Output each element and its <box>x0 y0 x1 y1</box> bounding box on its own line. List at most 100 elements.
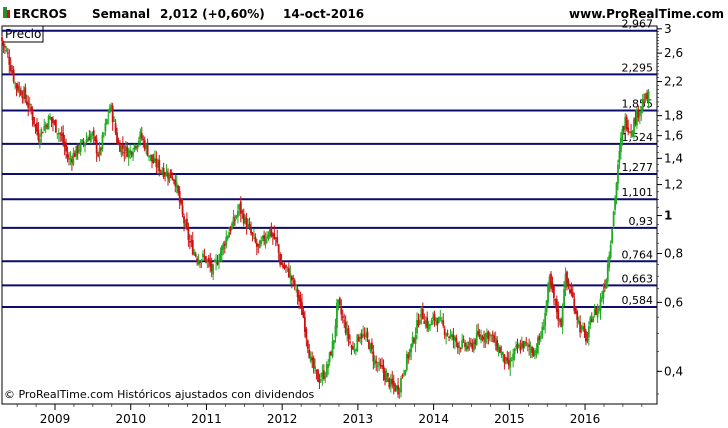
level-label-4: 1,277 <box>622 161 654 174</box>
candle-body-426 <box>621 129 624 142</box>
candle-body-346 <box>504 357 507 364</box>
candle-body-222 <box>324 376 327 379</box>
candle-body-352 <box>513 348 516 355</box>
candle-body-309 <box>451 334 453 337</box>
candle-body-295 <box>430 320 433 326</box>
candle-body-104 <box>152 160 155 163</box>
candle-body-324 <box>472 341 475 351</box>
level-label-1: 2,295 <box>622 61 654 74</box>
candle-body-259 <box>378 361 381 365</box>
candle-body-242 <box>353 349 356 352</box>
candle-body-53 <box>78 150 81 152</box>
candle-body-424 <box>618 151 621 163</box>
candle-body-206 <box>301 302 303 315</box>
candle-body-428 <box>624 116 627 129</box>
candle-body-304 <box>443 328 446 335</box>
candle-body-71 <box>104 123 107 132</box>
candle-body-63 <box>92 130 95 136</box>
candle-body-251 <box>366 331 369 338</box>
candle-body-331 <box>483 336 485 340</box>
level-label-9: 0,584 <box>622 294 654 307</box>
candle-body-163 <box>238 204 241 210</box>
y-tick-label-2: 2,2 <box>664 75 683 89</box>
candle-body-41 <box>60 133 63 136</box>
candle-body-423 <box>617 164 619 184</box>
candle-body-283 <box>413 338 416 343</box>
candle-body-138 <box>202 253 204 257</box>
candle-body-308 <box>449 334 452 337</box>
candle-body-171 <box>250 228 252 234</box>
candle-body-238 <box>347 328 350 340</box>
candle-body-226 <box>330 351 333 356</box>
candle-body-270 <box>394 384 397 392</box>
candle-body-338 <box>493 335 496 343</box>
y-tick-label-4: 1,6 <box>664 129 683 143</box>
candle-body-126 <box>184 221 187 227</box>
candle-body-254 <box>370 342 373 350</box>
candle-body-51 <box>75 145 78 157</box>
candle-body-348 <box>507 359 510 366</box>
candle-body-151 <box>220 246 223 256</box>
candle-body-64 <box>94 136 97 142</box>
candle-body-264 <box>385 374 388 383</box>
candle-body-321 <box>468 341 471 346</box>
candle-body-8 <box>12 69 15 82</box>
candle-body-413 <box>602 289 605 299</box>
plot-area[interactable] <box>1 25 658 405</box>
candle-body-158 <box>231 223 233 229</box>
candle-body-422 <box>615 182 618 200</box>
candle-body-111 <box>162 168 165 178</box>
date-label: 14-oct-2016 <box>283 7 364 21</box>
candle-body-121 <box>177 185 180 193</box>
candle-body-334 <box>487 331 490 339</box>
candle-body-342 <box>499 347 501 354</box>
candle-body-132 <box>193 251 196 255</box>
candle-body-160 <box>234 219 236 221</box>
x-tick-label-4: 2013 <box>343 412 374 426</box>
candle-body-28 <box>41 132 44 134</box>
candle-body-430 <box>627 127 630 132</box>
candle-body-198 <box>289 273 292 278</box>
candle-body-273 <box>398 389 401 393</box>
candle-body-230 <box>336 302 338 329</box>
candle-body-155 <box>226 235 229 240</box>
candle-body-190 <box>277 244 280 253</box>
candle-body-169 <box>247 224 249 228</box>
candle-body-294 <box>429 324 432 326</box>
candle-body-382 <box>557 309 560 321</box>
candle-body-98 <box>143 140 146 150</box>
candle-body-129 <box>188 241 191 243</box>
candle-body-396 <box>577 320 580 323</box>
candle-body-209 <box>305 328 308 339</box>
candle-body-255 <box>372 351 375 362</box>
candle-body-333 <box>486 332 488 338</box>
candle-body-112 <box>164 174 166 176</box>
candle-body-72 <box>105 119 108 124</box>
candle-body-123 <box>180 199 183 205</box>
y-tick-label-9: 0,6 <box>664 295 683 309</box>
x-tick-label-5: 2014 <box>418 412 449 426</box>
candle-body-106 <box>155 158 158 168</box>
candle-body-325 <box>474 339 477 345</box>
candle-body-320 <box>467 346 469 349</box>
candle-body-244 <box>356 334 359 351</box>
candle-body-279 <box>407 354 410 359</box>
candle-body-75 <box>110 104 113 109</box>
candle-body-220 <box>321 372 324 378</box>
candle-body-322 <box>469 342 472 344</box>
candle-body-256 <box>373 359 376 365</box>
y-tick-label-10: 0,4 <box>664 364 683 378</box>
x-axis: 2009 2010 2011 2012 2013 2014 2015 2016 <box>16 404 643 426</box>
candle-body-243 <box>354 349 357 351</box>
candle-body-252 <box>368 340 370 349</box>
candle-body-19 <box>28 103 31 106</box>
candle-body-297 <box>433 313 436 321</box>
candle-body-438 <box>638 112 641 117</box>
candle-body-45 <box>66 154 69 158</box>
candle-body-241 <box>352 346 354 350</box>
candle-body-89 <box>130 151 133 155</box>
candle-body-124 <box>181 205 184 215</box>
candle-body-103 <box>151 154 153 162</box>
